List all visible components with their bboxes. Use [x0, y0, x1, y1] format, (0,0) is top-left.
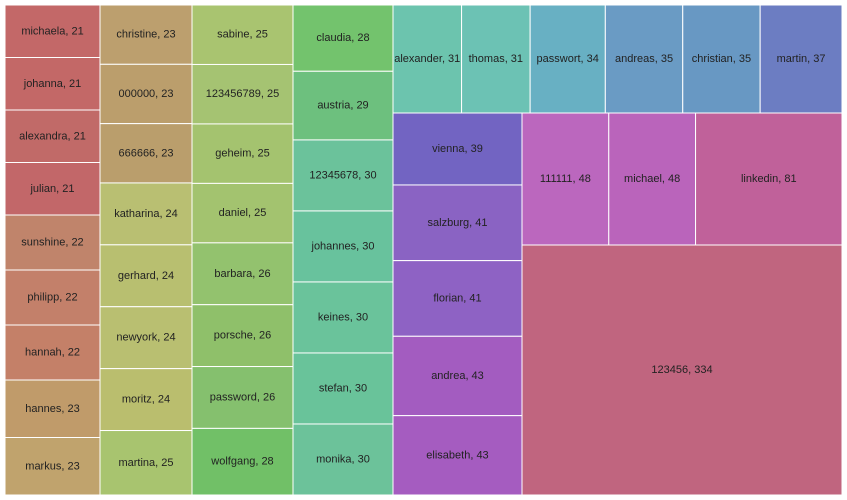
treemap-rect-martin[interactable] — [759, 4, 843, 114]
treemap-rect-666666[interactable] — [99, 123, 193, 184]
treemap-cell-123456[interactable]: 123456, 334 — [521, 244, 843, 496]
treemap-cell-sunshine[interactable]: sunshine, 22 — [4, 214, 101, 271]
treemap-cell-johannes[interactable]: johannes, 30 — [292, 210, 394, 283]
treemap-rect-wolfgang[interactable] — [191, 427, 294, 496]
treemap-rect-123456[interactable] — [521, 244, 843, 496]
treemap-rect-martina[interactable] — [99, 430, 193, 496]
treemap-rect-thomas[interactable] — [461, 4, 531, 114]
treemap-rect-markus[interactable] — [4, 437, 101, 496]
treemap-cell-markus[interactable]: markus, 23 — [4, 437, 101, 496]
treemap-cell-martin[interactable]: martin, 37 — [759, 4, 843, 114]
treemap-cell-password[interactable]: password, 26 — [191, 366, 294, 429]
treemap-rect-12345678[interactable] — [292, 139, 394, 212]
treemap-cell-stefan[interactable]: stefan, 30 — [292, 352, 394, 425]
treemap-cell-moritz[interactable]: moritz, 24 — [99, 368, 193, 432]
treemap-cell-111111[interactable]: 111111, 48 — [521, 112, 610, 246]
treemap-rect-barbara[interactable] — [191, 242, 294, 306]
treemap-cell-daniel[interactable]: daniel, 25 — [191, 182, 294, 244]
treemap-rect-linkedin[interactable] — [695, 112, 843, 246]
treemap-rect-sunshine[interactable] — [4, 214, 101, 271]
treemap-rect-florian[interactable] — [392, 260, 523, 337]
treemap-rect-password[interactable] — [191, 366, 294, 429]
treemap-cell-philipp[interactable]: philipp, 22 — [4, 269, 101, 326]
treemap-cell-austria[interactable]: austria, 29 — [292, 70, 394, 141]
treemap-rect-moritz[interactable] — [99, 368, 193, 432]
treemap-cell-christian[interactable]: christian, 35 — [682, 4, 761, 114]
treemap-rect-julian[interactable] — [4, 162, 101, 216]
treemap-cell-hannes[interactable]: hannes, 23 — [4, 379, 101, 438]
treemap-rect-sabine[interactable] — [191, 4, 294, 65]
treemap-rect-stefan[interactable] — [292, 352, 394, 425]
treemap-rect-michaela[interactable] — [4, 4, 101, 58]
treemap-cell-hannah[interactable]: hannah, 22 — [4, 324, 101, 381]
treemap-rect-vienna[interactable] — [392, 112, 523, 186]
treemap-rect-philipp[interactable] — [4, 269, 101, 326]
treemap-rect-johannes[interactable] — [292, 210, 394, 283]
treemap-rect-katharina[interactable] — [99, 182, 193, 246]
treemap-cell-passwort[interactable]: passwort, 34 — [529, 4, 606, 114]
treemap-rect-johanna[interactable] — [4, 57, 101, 111]
treemap-rect-michael[interactable] — [608, 112, 697, 246]
treemap-cell-alexandra[interactable]: alexandra, 21 — [4, 109, 101, 163]
treemap-rect-hannes[interactable] — [4, 379, 101, 438]
treemap-cell-12345678[interactable]: 12345678, 30 — [292, 139, 394, 212]
treemap-cell-alexander[interactable]: alexander, 31 — [392, 4, 463, 114]
treemap-rect-111111[interactable] — [521, 112, 610, 246]
treemap-cell-123456789[interactable]: 123456789, 25 — [191, 63, 294, 125]
treemap-cell-andrea[interactable]: andrea, 43 — [392, 335, 523, 417]
treemap-cell-andreas[interactable]: andreas, 35 — [604, 4, 684, 114]
treemap-rect-andreas[interactable] — [604, 4, 684, 114]
treemap-cell-geheim[interactable]: geheim, 25 — [191, 123, 294, 184]
treemap-rect-alexander[interactable] — [392, 4, 463, 114]
treemap-cell-julian[interactable]: julian, 21 — [4, 162, 101, 216]
treemap-cell-thomas[interactable]: thomas, 31 — [461, 4, 531, 114]
treemap-rect-newyork[interactable] — [99, 306, 193, 370]
treemap-rect-christian[interactable] — [682, 4, 761, 114]
treemap-cell-keines[interactable]: keines, 30 — [292, 281, 394, 354]
treemap-cell-katharina[interactable]: katharina, 24 — [99, 182, 193, 246]
treemap-rect-salzburg[interactable] — [392, 184, 523, 262]
treemap-rect-keines[interactable] — [292, 281, 394, 354]
treemap-cell-christine[interactable]: christine, 23 — [99, 4, 193, 65]
treemap-cell-michael[interactable]: michael, 48 — [608, 112, 697, 246]
treemap-cell-johanna[interactable]: johanna, 21 — [4, 57, 101, 111]
treemap-cell-michaela[interactable]: michaela, 21 — [4, 4, 101, 58]
treemap-rect-hannah[interactable] — [4, 324, 101, 381]
treemap-cell-salzburg[interactable]: salzburg, 41 — [392, 184, 523, 262]
treemap-rect-passwort[interactable] — [529, 4, 606, 114]
treemap-cell-elisabeth[interactable]: elisabeth, 43 — [392, 415, 523, 496]
treemap-cell-gerhard[interactable]: gerhard, 24 — [99, 244, 193, 308]
treemap-rect-christine[interactable] — [99, 4, 193, 65]
treemap-cell-000000[interactable]: 000000, 23 — [99, 63, 193, 125]
treemap-cell-florian[interactable]: florian, 41 — [392, 260, 523, 337]
treemap-rect-gerhard[interactable] — [99, 244, 193, 308]
treemap-rect-claudia[interactable] — [292, 4, 394, 72]
treemap-rect-elisabeth[interactable] — [392, 415, 523, 496]
treemap-rect-andrea[interactable] — [392, 335, 523, 417]
treemap-cell-666666[interactable]: 666666, 23 — [99, 123, 193, 184]
treemap-rect-alexandra[interactable] — [4, 109, 101, 163]
treemap-rect-000000[interactable] — [99, 63, 193, 125]
treemap-rect-123456789[interactable] — [191, 63, 294, 125]
treemap-rect-geheim[interactable] — [191, 123, 294, 184]
treemap-cell-monika[interactable]: monika, 30 — [292, 423, 394, 496]
treemap-cell-sabine[interactable]: sabine, 25 — [191, 4, 294, 65]
treemap-rect-daniel[interactable] — [191, 182, 294, 244]
treemap-cell-barbara[interactable]: barbara, 26 — [191, 242, 294, 306]
treemap-cell-newyork[interactable]: newyork, 24 — [99, 306, 193, 370]
treemap-rect-monika[interactable] — [292, 423, 394, 496]
treemap-cell-wolfgang[interactable]: wolfgang, 28 — [191, 427, 294, 496]
treemap-cell-vienna[interactable]: vienna, 39 — [392, 112, 523, 186]
treemap-cell-martina[interactable]: martina, 25 — [99, 430, 193, 496]
treemap-rect-austria[interactable] — [292, 70, 394, 141]
treemap-cell-porsche[interactable]: porsche, 26 — [191, 304, 294, 368]
treemap-rect-porsche[interactable] — [191, 304, 294, 368]
treemap-cell-claudia[interactable]: claudia, 28 — [292, 4, 394, 72]
treemap-cell-linkedin[interactable]: linkedin, 81 — [695, 112, 843, 246]
